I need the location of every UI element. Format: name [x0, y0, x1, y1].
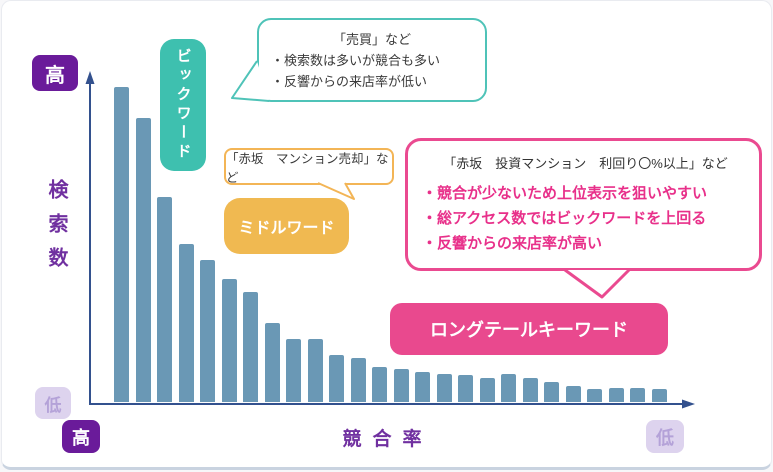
bar — [436, 374, 452, 402]
bar — [200, 260, 215, 402]
bar — [608, 388, 624, 402]
bar — [544, 382, 559, 402]
longtail-bubble-bullet: ・競合が少ないため上位表示を狙いやすい — [422, 185, 708, 202]
bar — [393, 369, 409, 402]
x-axis-label: 競合率 — [342, 429, 433, 450]
bar — [114, 87, 129, 402]
bar — [307, 339, 323, 402]
big-word-bubble-title: 「売買」など — [332, 32, 411, 47]
x-axis-low-badge: 低 — [646, 420, 684, 453]
bar — [350, 358, 366, 402]
longtail-bubble-title: 「赤坂 投資マンション 利回り〇%以上」など — [443, 156, 728, 171]
middle-word-bubble-title: 「赤坂 マンション売却」など — [226, 151, 389, 185]
longtail-bubble-bullet: ・反響からの来店率が高い — [422, 235, 603, 252]
bar — [458, 375, 473, 402]
big-word-button: ビックワード — [160, 39, 206, 171]
bars-container — [2, 1, 771, 402]
middle-word-bubble: 「赤坂 マンション売却」など — [224, 148, 394, 185]
bar — [221, 279, 237, 402]
y-axis-low-badge: 低 — [35, 387, 71, 419]
bar — [286, 339, 301, 402]
bar — [372, 367, 387, 402]
bar — [329, 355, 344, 402]
bar — [243, 292, 258, 402]
bar — [157, 197, 172, 402]
y-axis-high-badge: 高 — [32, 55, 78, 91]
y-axis-label: 検索数 — [45, 179, 67, 281]
x-axis-high-badge: 高 — [62, 420, 100, 453]
bar — [178, 244, 194, 402]
bar — [479, 378, 495, 402]
big-word-bubble-bullet: ・反響からの来店率が低い — [271, 74, 428, 89]
middle-word-button: ミドルワード — [224, 198, 349, 254]
bar — [522, 378, 538, 402]
bar — [264, 323, 280, 402]
bar — [630, 388, 645, 402]
longtail-bubble-bullet: ・総アクセス数ではビックワードを上回る — [422, 210, 707, 227]
bar — [565, 386, 581, 402]
bar — [501, 374, 516, 402]
longtail-bubble: 「赤坂 投資マンション 利回り〇%以上」など ・競合が少ないため上位表示を狙いや… — [405, 138, 762, 271]
bar — [415, 372, 430, 402]
big-word-bubble: 「売買」など ・検索数は多いが競合も多い ・反響からの来店率が低い — [257, 18, 487, 102]
bar — [587, 389, 602, 402]
bar — [135, 118, 151, 402]
longtail-button: ロングテールキーワード — [390, 303, 668, 355]
big-word-bubble-bullet: ・検索数は多いが競合も多い — [271, 53, 441, 68]
bar — [651, 389, 667, 402]
